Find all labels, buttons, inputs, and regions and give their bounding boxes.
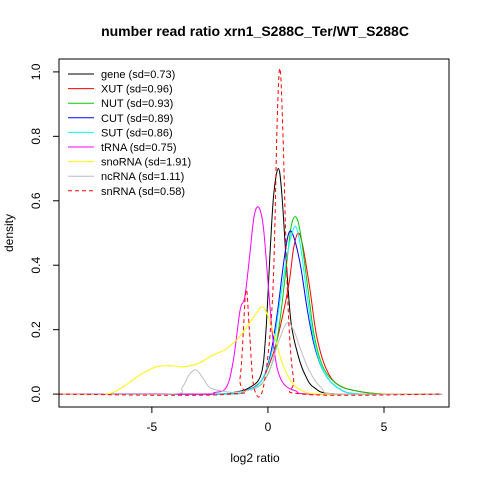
legend-label: gene (sd=0.73) [101,69,175,81]
x-tick-label: 0 [265,420,272,434]
axes: -5 0 5 0.0 0.2 0.4 0.6 0.8 1.0 [29,63,388,434]
y-tick-label: 0.8 [29,128,43,145]
legend-label: snoRNA (sd=1.91) [101,157,191,169]
legend-label: tRNA (sd=0.75) [101,142,177,154]
y-axis-label: density [2,214,16,252]
series-lines [58,68,443,398]
series-line-7 [58,321,443,396]
y-tick-label: 1.0 [29,63,43,80]
y-tick-label: 0.0 [29,385,43,402]
legend-label: NUT (sd=0.93) [101,98,173,110]
x-axis-label: log2 ratio [230,451,280,465]
x-tick-label: -5 [147,420,158,434]
series-line-8 [58,68,443,398]
series-line-6 [58,306,443,396]
legend-label: ncRNA (sd=1.11) [101,171,184,183]
y-tick-label: 0.4 [29,257,43,274]
y-tick-label: 0.2 [29,321,43,338]
chart-title: number read ratio xrn1_S288C_Ter/WT_S288… [101,23,409,39]
y-tick-label: 0.6 [29,192,43,209]
x-tick-label: 5 [381,420,388,434]
legend-label: CUT (sd=0.89) [101,113,173,125]
legend-label: SUT (sd=0.86) [101,127,173,139]
legend-label: snRNA (sd=0.58) [101,186,185,198]
legend-label: XUT (sd=0.96) [101,84,173,96]
legend: gene (sd=0.73) XUT (sd=0.96) NUT (sd=0.93)… [68,69,191,198]
